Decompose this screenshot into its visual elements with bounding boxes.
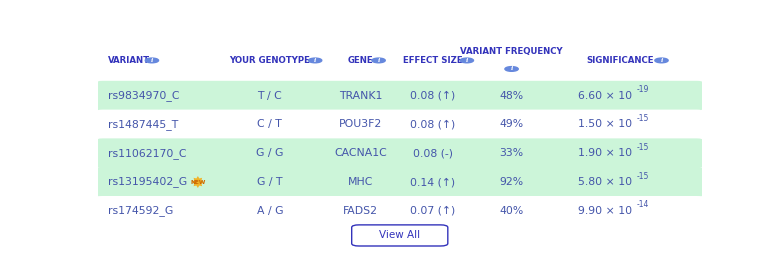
Text: -14: -14 xyxy=(636,200,649,209)
Text: rs174592_G: rs174592_G xyxy=(108,205,174,216)
Text: 0.08 (↑): 0.08 (↑) xyxy=(410,119,456,129)
Circle shape xyxy=(145,58,158,63)
Text: GENE: GENE xyxy=(348,56,374,65)
Circle shape xyxy=(372,58,385,63)
FancyBboxPatch shape xyxy=(352,225,448,246)
Text: SIGNIFICANCE: SIGNIFICANCE xyxy=(587,56,654,65)
Text: -19: -19 xyxy=(636,85,649,94)
Text: 48%: 48% xyxy=(499,91,523,101)
Text: rs11062170_C: rs11062170_C xyxy=(108,148,187,159)
Text: CACNA1C: CACNA1C xyxy=(334,148,387,158)
Text: 5.80 × 10: 5.80 × 10 xyxy=(578,177,633,187)
Text: YOUR GENOTYPE: YOUR GENOTYPE xyxy=(229,56,310,65)
Text: i: i xyxy=(661,58,663,63)
Text: 92%: 92% xyxy=(499,177,523,187)
Circle shape xyxy=(308,58,322,63)
Text: G / G: G / G xyxy=(256,148,283,158)
Text: rs13195402_G: rs13195402_G xyxy=(108,176,187,188)
Text: i: i xyxy=(510,66,512,71)
Text: View All: View All xyxy=(379,230,420,240)
Text: VARIANT FREQUENCY: VARIANT FREQUENCY xyxy=(460,47,563,57)
Text: 40%: 40% xyxy=(499,206,523,216)
Text: rs1487445_T: rs1487445_T xyxy=(108,119,179,130)
Circle shape xyxy=(655,58,668,63)
Text: MHC: MHC xyxy=(348,177,373,187)
Text: 0.08 (-): 0.08 (-) xyxy=(413,148,453,158)
Text: A / G: A / G xyxy=(257,206,283,216)
Text: TRANK1: TRANK1 xyxy=(339,91,382,101)
Text: 1.90 × 10: 1.90 × 10 xyxy=(578,148,633,158)
Text: i: i xyxy=(466,58,468,63)
FancyBboxPatch shape xyxy=(96,110,704,139)
FancyBboxPatch shape xyxy=(96,196,704,226)
Text: 9.90 × 10: 9.90 × 10 xyxy=(578,206,633,216)
Text: EFFECT SIZE: EFFECT SIZE xyxy=(403,56,463,65)
Text: 33%: 33% xyxy=(499,148,523,158)
Text: G / T: G / T xyxy=(257,177,282,187)
Text: -15: -15 xyxy=(636,171,649,181)
Text: i: i xyxy=(151,58,153,63)
Text: 0.08 (↑): 0.08 (↑) xyxy=(410,91,456,101)
FancyBboxPatch shape xyxy=(96,138,704,168)
Text: NEW: NEW xyxy=(190,179,206,184)
FancyBboxPatch shape xyxy=(96,167,704,197)
Text: VARIANT: VARIANT xyxy=(108,56,151,65)
FancyBboxPatch shape xyxy=(96,81,704,111)
Text: 0.14 (↑): 0.14 (↑) xyxy=(410,177,456,187)
Text: 1.50 × 10: 1.50 × 10 xyxy=(578,119,633,129)
Text: 49%: 49% xyxy=(499,119,523,129)
Text: i: i xyxy=(314,58,317,63)
Text: -15: -15 xyxy=(636,114,649,123)
Text: C / T: C / T xyxy=(257,119,282,129)
Text: -15: -15 xyxy=(636,143,649,152)
Circle shape xyxy=(505,67,518,71)
Text: 6.60 × 10: 6.60 × 10 xyxy=(578,91,633,101)
Text: T / C: T / C xyxy=(257,91,282,101)
Text: rs9834970_C: rs9834970_C xyxy=(108,90,180,101)
FancyBboxPatch shape xyxy=(98,40,702,81)
Text: POU3F2: POU3F2 xyxy=(339,119,382,129)
Text: FADS2: FADS2 xyxy=(343,206,378,216)
Text: 0.07 (↑): 0.07 (↑) xyxy=(410,206,456,216)
Text: i: i xyxy=(378,58,380,63)
Circle shape xyxy=(460,58,473,63)
Polygon shape xyxy=(192,176,204,188)
